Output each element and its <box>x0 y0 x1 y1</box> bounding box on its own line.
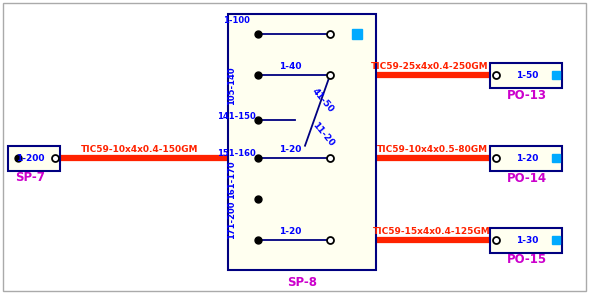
Text: 11-20: 11-20 <box>310 120 336 148</box>
Bar <box>490 228 562 253</box>
Text: 1-20: 1-20 <box>279 227 301 236</box>
Text: 141-150: 141-150 <box>217 112 256 121</box>
Text: 1-20: 1-20 <box>516 154 538 163</box>
Text: PO-15: PO-15 <box>507 253 547 266</box>
Text: 105-140: 105-140 <box>227 66 237 105</box>
Text: 1-50: 1-50 <box>516 71 538 80</box>
Text: 1-40: 1-40 <box>279 62 301 70</box>
Text: TIC59-15x4x0.4-125GM: TIC59-15x4x0.4-125GM <box>373 227 491 236</box>
Text: 1-20: 1-20 <box>279 145 301 154</box>
Bar <box>490 63 562 88</box>
Text: 1-100: 1-100 <box>223 16 249 25</box>
Text: TIC59-10x4x0.5-80GM: TIC59-10x4x0.5-80GM <box>376 145 488 154</box>
Text: 161-170: 161-170 <box>227 160 237 199</box>
Text: 151-160: 151-160 <box>217 149 256 158</box>
Text: PO-14: PO-14 <box>507 172 547 185</box>
Bar <box>228 14 376 270</box>
Text: 41-50: 41-50 <box>310 86 336 114</box>
Text: 1-200: 1-200 <box>16 154 44 163</box>
Text: TIC59-10x4x0.4-150GM: TIC59-10x4x0.4-150GM <box>81 145 198 154</box>
Bar <box>490 146 562 171</box>
Text: PO-13: PO-13 <box>507 89 547 102</box>
Text: TIC59-25x4x0.4-250GM: TIC59-25x4x0.4-250GM <box>371 62 489 70</box>
Text: SP-7: SP-7 <box>15 171 45 184</box>
Text: 171-200: 171-200 <box>227 200 237 239</box>
Bar <box>8 146 60 171</box>
Text: 1-30: 1-30 <box>516 236 538 245</box>
Text: SP-8: SP-8 <box>287 276 317 289</box>
